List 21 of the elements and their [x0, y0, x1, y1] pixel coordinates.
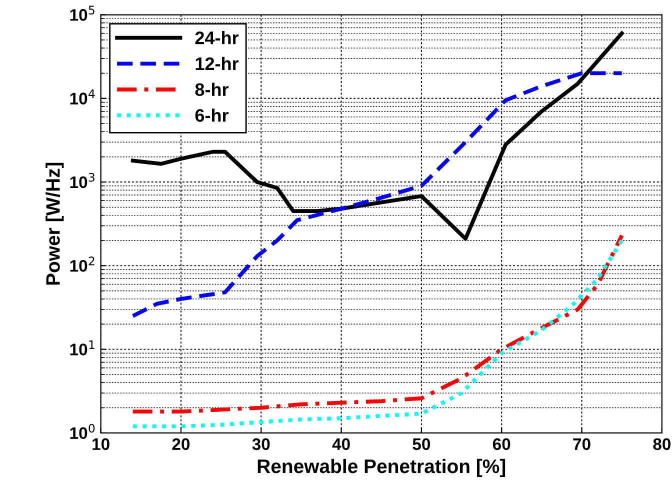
- x-tick-label: 60: [492, 438, 510, 450]
- x-tick-label: 80: [653, 438, 671, 450]
- x-tick-label: 50: [412, 438, 430, 450]
- y-axis-title: Power [W/Hz]: [46, 162, 64, 285]
- x-axis-title: Renewable Penetration [%]: [258, 458, 506, 478]
- x-tick-label: 40: [332, 438, 350, 450]
- legend-label: 12-hr: [196, 56, 239, 70]
- y-tick-label: 10$^{1}$: [70, 340, 94, 356]
- y-tick-label: 10$^{4}$: [70, 89, 95, 104]
- x-tick-label: 30: [252, 438, 270, 450]
- y-tick-label: 10$^{3}$: [70, 172, 94, 188]
- y-tick-label: 10$^{2}$: [70, 256, 94, 272]
- x-tick-label: 70: [573, 438, 590, 450]
- x-tick-label: 20: [172, 438, 190, 450]
- legend-label: 24-hr: [195, 31, 239, 44]
- line-series: [130, 71, 624, 318]
- y-tick-label: 10$^{0}$: [70, 424, 95, 440]
- y-tick-label: 10$^{5}$: [70, 6, 94, 21]
- x-tick-label: 10: [92, 438, 110, 450]
- legend-label: 6-hr: [195, 108, 229, 122]
- legend-label: 8-hr: [195, 82, 229, 96]
